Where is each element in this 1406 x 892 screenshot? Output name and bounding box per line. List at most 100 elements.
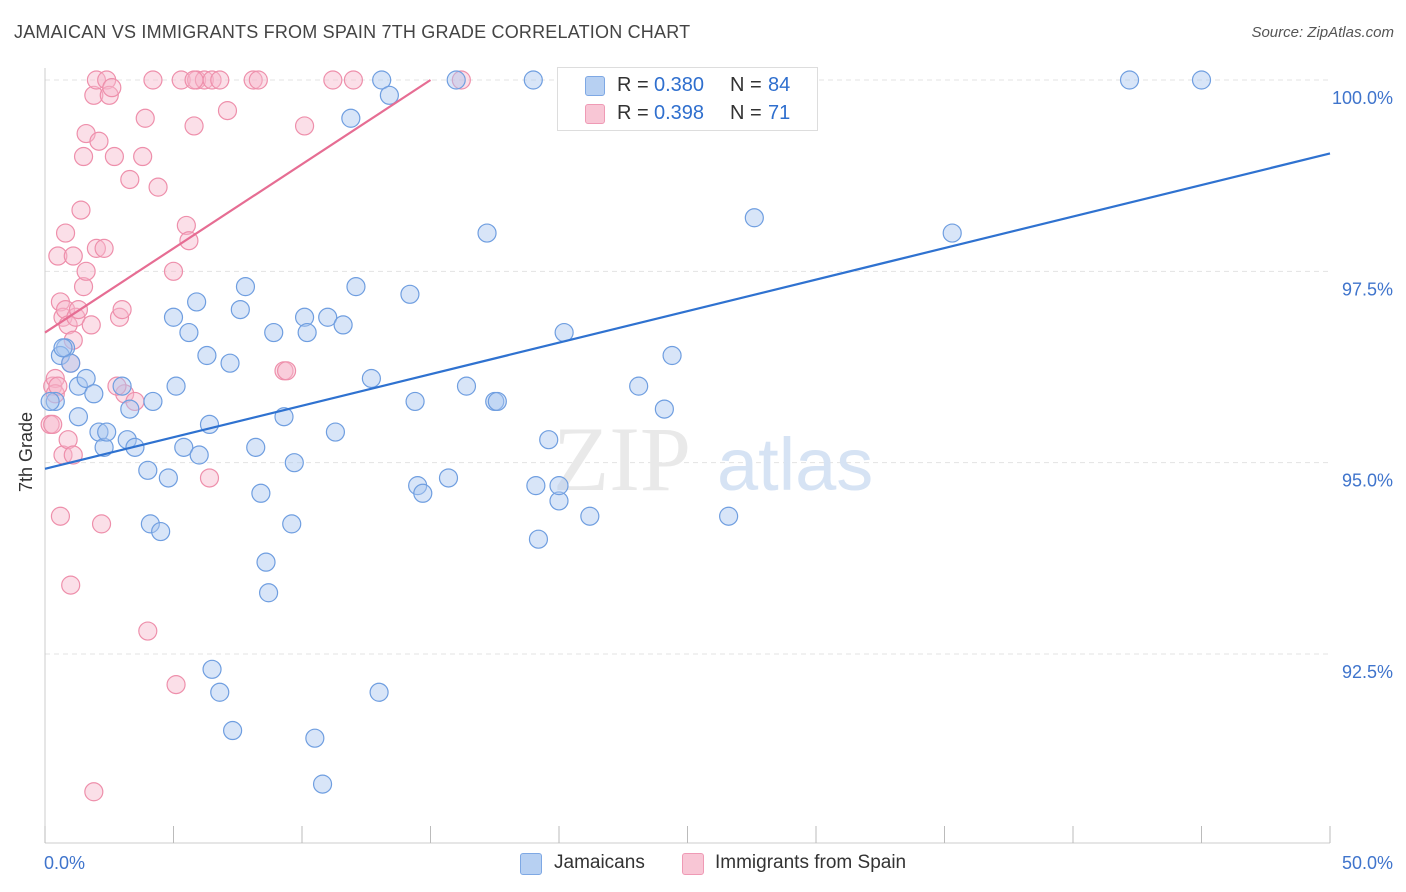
jamaican-point [305, 728, 325, 748]
watermark: ZIP atlas [553, 408, 873, 510]
legend-r-value: 0.380 [654, 74, 705, 96]
spain-point [61, 575, 81, 595]
watermark-atlas: atlas [717, 423, 873, 506]
jamaican-point [413, 483, 433, 503]
spain-point [84, 782, 104, 802]
jamaican-point [258, 583, 279, 603]
jamaican-point [379, 85, 399, 105]
jamaican-point [220, 353, 240, 373]
spain-point [276, 361, 297, 381]
jamaican-point [151, 521, 171, 542]
spain-point [73, 146, 94, 167]
spain-point [94, 238, 114, 258]
y-tick-label: 100.0% [1332, 88, 1393, 108]
jamaican-point [528, 529, 549, 549]
spain-point [184, 70, 204, 90]
jamaican-point [76, 368, 96, 389]
jamaican-point [187, 292, 207, 312]
jamaican-point [549, 476, 569, 496]
spain-point [199, 468, 220, 488]
jamaican-point [580, 506, 600, 526]
spain-point [76, 261, 96, 281]
jamaican-point [654, 399, 674, 419]
spain-point [176, 215, 196, 236]
jamaican-point [246, 437, 266, 457]
stats-legend: R = 0.380 N = 84 R = 0.398 N = 71 [557, 67, 818, 131]
axes [44, 68, 1331, 844]
bottom-legend-label: Jamaicans [554, 852, 645, 873]
y-tick-label: 97.5% [1342, 279, 1393, 299]
spain-point [89, 131, 109, 151]
source-label: Source: ZipAtlas.com [1251, 24, 1394, 41]
jamaican-point [526, 476, 546, 496]
jamaican-points [40, 70, 1212, 794]
jamaican-point [539, 430, 559, 450]
legend-n-value: 71 [768, 102, 791, 124]
jamaican-point [405, 391, 425, 412]
spain-point [99, 85, 119, 105]
jamaican-point [549, 491, 569, 511]
legend-r-label: R = [617, 102, 649, 124]
jamaican-point [264, 322, 284, 343]
jamaican-point [50, 345, 71, 366]
spain-point [135, 108, 155, 128]
spain-point [217, 101, 238, 121]
spain-point [323, 70, 343, 90]
spain-point [58, 430, 78, 450]
jamaican-point [210, 682, 230, 702]
legend-swatch-blue [585, 76, 605, 96]
spain-point [102, 78, 122, 98]
jamaican-point [487, 391, 507, 412]
x-tick-label-max: 50.0% [1342, 853, 1393, 873]
spain-point [104, 146, 124, 167]
jamaican-point [94, 437, 114, 457]
spain-point [84, 85, 104, 105]
spain-point [71, 200, 91, 220]
spain-point [343, 70, 363, 90]
spain-point [184, 116, 204, 136]
spain-point [243, 70, 263, 90]
jamaican-point [235, 277, 256, 297]
jamaican-point [294, 307, 315, 327]
jamaican-point [372, 70, 392, 90]
trend-lines [44, 79, 1331, 470]
jamaican-point [256, 552, 276, 572]
jamaican-point [251, 483, 271, 503]
jamaican-point [446, 70, 466, 90]
y-tick-label: 95.0% [1342, 471, 1393, 491]
spain-point [86, 70, 107, 90]
jamaican-point [97, 422, 117, 442]
spain-point [138, 621, 158, 641]
jamaican-point [143, 391, 163, 412]
spain-point [210, 70, 230, 90]
jamaican-point [346, 277, 366, 297]
jamaican-point [174, 437, 194, 457]
watermark-zip: ZIP [553, 408, 691, 510]
chart-title: JAMAICAN VS IMMIGRANTS FROM SPAIN 7TH GR… [14, 22, 691, 42]
jamaican-point [45, 391, 65, 412]
jamaican-point [438, 468, 459, 488]
jamaican-point [138, 460, 158, 480]
spain-point [63, 445, 83, 465]
jamaican-point [53, 338, 73, 358]
jamaican-point [230, 300, 250, 320]
jamaican-point [744, 208, 764, 228]
jamaican-point [662, 345, 682, 366]
jamaican-point [456, 376, 477, 396]
spain-point [107, 376, 127, 396]
legend-row-jamaicans: R = 0.380 N = 84 [558, 72, 817, 100]
jamaican-point [333, 315, 353, 335]
bottom-legend-swatch-blue [520, 853, 542, 875]
spain-point [163, 261, 184, 281]
jamaican-point [318, 307, 338, 327]
spain-point [148, 177, 168, 197]
spain-point [194, 70, 214, 90]
spain-point [43, 376, 63, 396]
spain-point [50, 506, 71, 526]
spain-point [86, 238, 107, 258]
jamaican-point [400, 284, 420, 304]
spain-point [112, 300, 132, 320]
jamaican-point [68, 376, 89, 396]
jamaican-point [297, 322, 317, 343]
